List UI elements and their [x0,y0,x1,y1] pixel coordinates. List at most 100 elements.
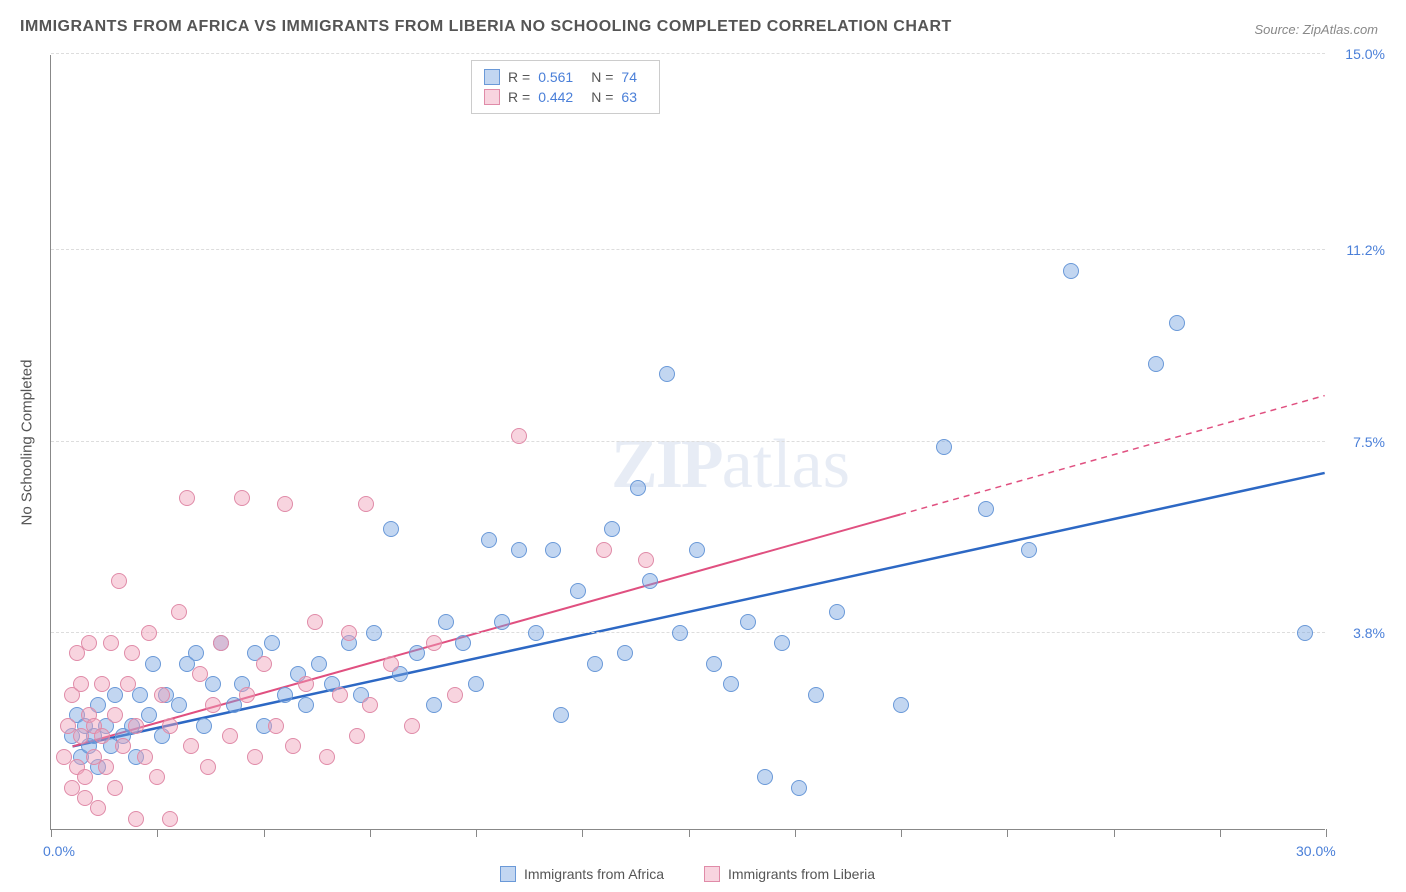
x-tick [1220,829,1221,837]
scatter-point-liberia [511,428,527,444]
chart-title: IMMIGRANTS FROM AFRICA VS IMMIGRANTS FRO… [20,18,952,36]
scatter-point-africa [740,614,756,630]
trendline-extrapolation-liberia [900,396,1324,515]
trendline-africa [73,473,1325,746]
scatter-point-liberia [200,759,216,775]
legend-item-liberia: Immigrants from Liberia [704,866,875,882]
source-attribution: Source: ZipAtlas.com [1254,22,1378,37]
scatter-point-liberia [256,656,272,672]
y-tick-label: 11.2% [1346,242,1385,258]
scatter-point-liberia [90,800,106,816]
bottom-legend: Immigrants from Africa Immigrants from Li… [50,866,1325,882]
scatter-point-liberia [137,749,153,765]
scatter-point-africa [132,687,148,703]
x-tick [582,829,583,837]
legend-label-africa: Immigrants from Africa [524,866,664,882]
scatter-point-africa [1063,263,1079,279]
scatter-point-africa [264,635,280,651]
legend-swatch-africa [500,866,516,882]
scatter-point-liberia [277,496,293,512]
scatter-point-liberia [111,573,127,589]
scatter-point-liberia [358,496,374,512]
x-tick [157,829,158,837]
legend-label-liberia: Immigrants from Liberia [728,866,875,882]
x-tick [795,829,796,837]
r-value-africa: 0.561 [538,69,573,85]
x-tick [1007,829,1008,837]
gridline [51,441,1325,442]
scatter-point-africa [468,676,484,692]
scatter-point-africa [409,645,425,661]
scatter-point-liberia [94,728,110,744]
scatter-point-africa [1148,356,1164,372]
correlation-stats-box: R =0.561N =74R =0.442N =63 [471,60,660,114]
scatter-point-africa [723,676,739,692]
y-axis-label: No Schooling Completed [19,360,36,526]
scatter-point-africa [1169,315,1185,331]
scatter-point-africa [672,625,688,641]
x-range-label: 0.0% [43,843,75,859]
x-tick [1326,829,1327,837]
n-value-africa: 74 [621,69,637,85]
stats-row-africa: R = 0.561 N = 74 [484,67,647,87]
legend-swatch-liberia [704,866,720,882]
y-tick-label: 15.0% [1345,46,1385,62]
scatter-point-africa [774,635,790,651]
scatter-point-liberia [341,625,357,641]
scatter-point-liberia [349,728,365,744]
n-label: N = [591,89,613,105]
scatter-point-africa [455,635,471,651]
n-label: N = [591,69,613,85]
y-tick-label: 3.8% [1353,625,1385,641]
stats-row-liberia: R =0.442N =63 [484,87,647,107]
scatter-point-liberia [213,635,229,651]
scatter-point-africa [791,780,807,796]
scatter-point-africa [642,573,658,589]
x-tick [476,829,477,837]
scatter-point-liberia [268,718,284,734]
scatter-point-liberia [162,811,178,827]
scatter-point-africa [570,583,586,599]
scatter-point-liberia [120,676,136,692]
scatter-point-africa [545,542,561,558]
scatter-point-liberia [638,552,654,568]
scatter-point-liberia [128,718,144,734]
scatter-point-africa [196,718,212,734]
x-tick [51,829,52,837]
scatter-point-liberia [247,749,263,765]
scatter-point-africa [757,769,773,785]
x-range-label: 30.0% [1296,843,1336,859]
scatter-point-africa [1297,625,1313,641]
scatter-point-liberia [307,614,323,630]
scatter-point-liberia [171,604,187,620]
scatter-point-africa [1021,542,1037,558]
scatter-point-africa [141,707,157,723]
scatter-point-africa [481,532,497,548]
trend-lines-layer [51,55,1325,829]
scatter-point-africa [277,687,293,703]
scatter-plot-area: ZIPatlas R =0.561N =74R =0.442N =63 3.8%… [50,55,1325,830]
scatter-point-africa [893,697,909,713]
scatter-point-africa [528,625,544,641]
scatter-point-liberia [404,718,420,734]
scatter-point-africa [311,656,327,672]
scatter-point-africa [617,645,633,661]
scatter-point-liberia [447,687,463,703]
x-tick [264,829,265,837]
scatter-point-liberia [73,676,89,692]
scatter-point-liberia [162,718,178,734]
scatter-point-liberia [98,759,114,775]
scatter-point-africa [438,614,454,630]
scatter-point-liberia [149,769,165,785]
scatter-point-liberia [285,738,301,754]
r-value-liberia: 0.442 [538,89,573,105]
gridline [51,632,1325,633]
scatter-point-liberia [81,635,97,651]
scatter-point-africa [936,439,952,455]
scatter-point-liberia [115,738,131,754]
scatter-point-africa [205,676,221,692]
scatter-point-liberia [103,635,119,651]
r-label: R = [508,69,530,85]
scatter-point-liberia [319,749,335,765]
scatter-point-liberia [298,676,314,692]
